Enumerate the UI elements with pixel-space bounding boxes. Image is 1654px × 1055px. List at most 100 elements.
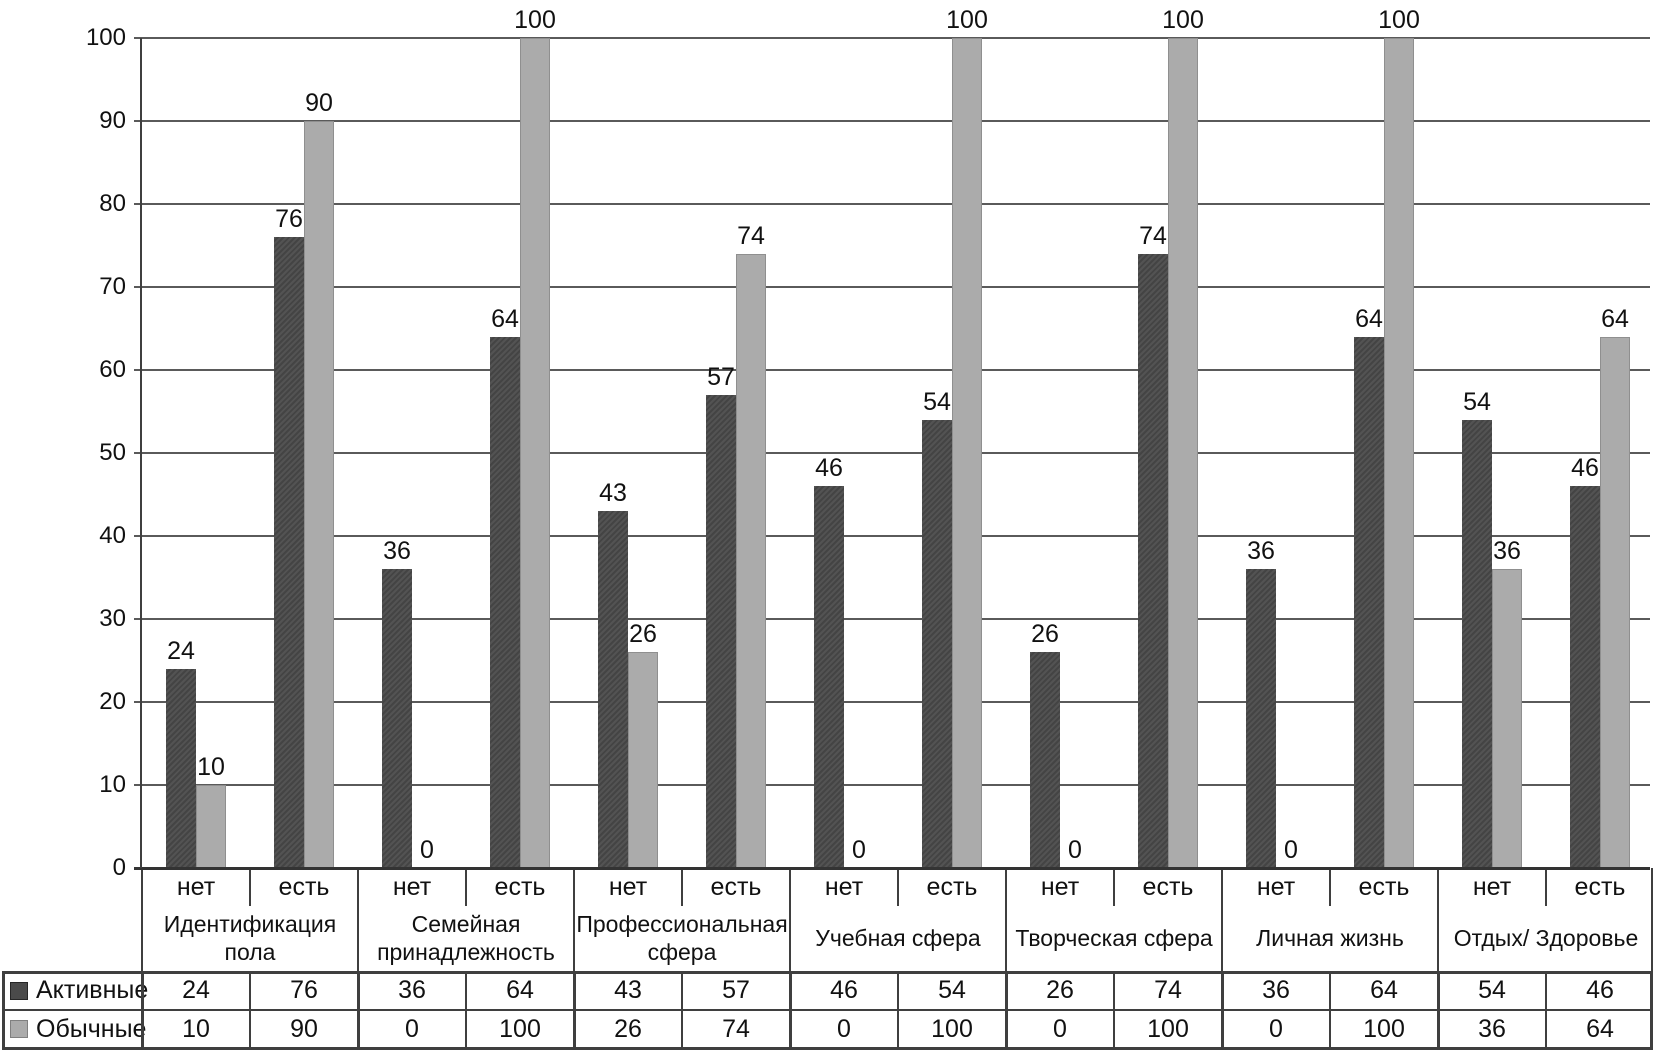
category-divider-0 — [141, 868, 143, 972]
data-label-regular-6: 0 — [852, 836, 866, 864]
gridline-20 — [134, 701, 1650, 703]
table-column-border-9 — [1113, 971, 1115, 1050]
table-right-border — [1650, 971, 1653, 1050]
data-label-active-9: 74 — [1139, 221, 1167, 250]
data-label-regular-7: 100 — [946, 6, 988, 34]
table-value-regular-10: 0 — [1269, 1015, 1283, 1043]
table-value-active-1: 76 — [290, 976, 318, 1004]
data-label-regular-5: 74 — [737, 221, 765, 250]
data-label-regular-0: 10 — [197, 753, 225, 781]
bar-active-1 — [274, 237, 304, 868]
y-tick-label-70: 70 — [99, 273, 126, 300]
subcategory-label-7: есть — [926, 873, 978, 901]
data-label-active-12: 54 — [1463, 387, 1491, 416]
subcategory-divider-1 — [249, 868, 251, 906]
table-value-regular-9: 100 — [1147, 1015, 1189, 1043]
data-label-active-7: 54 — [923, 387, 951, 416]
table-column-border-1 — [249, 971, 251, 1050]
subcategory-label-9: есть — [1142, 873, 1194, 901]
bar-regular-5 — [736, 253, 766, 868]
table-value-regular-4: 26 — [614, 1015, 642, 1043]
subcategory-label-13: есть — [1574, 873, 1626, 901]
table-column-border-10 — [1221, 971, 1224, 1050]
data-label-regular-3: 100 — [514, 6, 556, 34]
bar-regular-3 — [520, 38, 550, 868]
bar-regular-11 — [1384, 38, 1414, 868]
table-horizontal-border-1 — [2, 1009, 1652, 1011]
legend-swatch-regular-series — [10, 1020, 28, 1038]
table-value-regular-12: 36 — [1478, 1015, 1506, 1043]
table-horizontal-border-0 — [2, 971, 1652, 974]
y-tick-label-50: 50 — [99, 439, 126, 466]
y-tick-label-0: 0 — [112, 854, 126, 881]
category-label-6: Отдых/ Здоровье — [1453, 924, 1639, 951]
category-divider-12 — [1437, 868, 1439, 972]
subcategory-label-0: нет — [176, 873, 216, 901]
subcategory-divider-11 — [1329, 868, 1331, 906]
data-label-active-11: 64 — [1355, 304, 1383, 333]
category-divider-8 — [1005, 868, 1007, 972]
table-value-regular-7: 100 — [931, 1015, 973, 1043]
bar-active-9 — [1138, 253, 1168, 868]
data-label-regular-4: 26 — [629, 620, 657, 649]
subcategory-divider-5 — [681, 868, 683, 906]
data-label-active-5: 57 — [707, 362, 735, 391]
data-label-regular-11: 100 — [1378, 6, 1420, 34]
gridline-50 — [134, 452, 1650, 454]
data-label-regular-13: 64 — [1601, 304, 1629, 333]
bar-active-4 — [598, 511, 628, 868]
table-value-active-3: 64 — [506, 976, 534, 1004]
table-column-border-13 — [1545, 971, 1547, 1050]
gridline-100 — [134, 37, 1650, 39]
y-tick-label-10: 10 — [99, 771, 126, 798]
gridline-90 — [134, 120, 1650, 122]
subcategory-label-4: нет — [608, 873, 648, 901]
table-column-border-5 — [681, 971, 683, 1050]
gridline-30 — [134, 618, 1650, 620]
bar-active-7 — [922, 419, 952, 868]
category-label-0: Идентификация пола — [163, 910, 337, 965]
subcategory-divider-7 — [897, 868, 899, 906]
table-column-border-2 — [357, 971, 360, 1050]
table-value-regular-2: 0 — [405, 1015, 419, 1043]
table-value-active-8: 26 — [1046, 976, 1074, 1004]
data-label-active-3: 64 — [491, 304, 519, 333]
bar-active-6 — [814, 486, 844, 868]
data-label-active-10: 36 — [1247, 537, 1275, 566]
y-tick-label-60: 60 — [99, 356, 126, 383]
table-column-border-11 — [1329, 971, 1331, 1050]
table-column-border-7 — [897, 971, 899, 1050]
data-label-regular-1: 90 — [305, 89, 333, 117]
series-name-active: Активные — [36, 976, 149, 1004]
data-label-active-4: 43 — [599, 479, 627, 508]
table-value-regular-1: 90 — [290, 1015, 318, 1043]
gridline-70 — [134, 286, 1650, 288]
data-label-active-6: 46 — [815, 454, 843, 483]
y-tick-label-80: 80 — [99, 190, 126, 217]
table-value-active-12: 54 — [1478, 976, 1506, 1004]
subcategory-divider-9 — [1113, 868, 1115, 906]
category-label-4: Творческая сфера — [1015, 924, 1213, 951]
table-value-regular-3: 100 — [499, 1015, 541, 1043]
bar-regular-12 — [1492, 569, 1522, 868]
bar-active-13 — [1570, 486, 1600, 868]
table-column-border-8 — [1005, 971, 1008, 1050]
category-label-2: Профессиональная сфера — [576, 910, 788, 965]
subcategory-label-11: есть — [1358, 873, 1410, 901]
gridline-60 — [134, 369, 1650, 371]
subcategory-label-2: нет — [392, 873, 432, 901]
y-tick-label-100: 100 — [85, 24, 126, 51]
data-label-active-1: 76 — [275, 205, 303, 234]
bar-active-3 — [490, 336, 520, 868]
table-value-active-7: 54 — [938, 976, 966, 1004]
table-value-regular-0: 10 — [182, 1015, 210, 1043]
subcategory-label-1: есть — [278, 873, 330, 901]
legend-swatch-active-series — [10, 981, 28, 1000]
category-divider-6 — [789, 868, 791, 972]
bar-active-5 — [706, 394, 736, 868]
bar-regular-1 — [304, 121, 334, 868]
subcategory-divider-13 — [1545, 868, 1547, 906]
category-label-5: Личная жизнь — [1256, 924, 1404, 951]
table-value-active-13: 46 — [1586, 976, 1614, 1004]
